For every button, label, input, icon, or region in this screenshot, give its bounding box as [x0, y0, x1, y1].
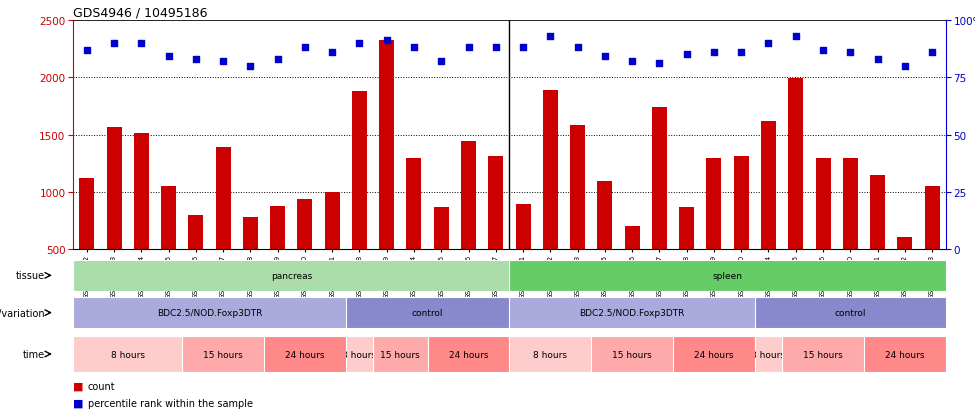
Point	[270, 56, 286, 63]
Bar	[297, 199, 312, 250]
Point	[815, 47, 831, 54]
Point	[215, 59, 231, 65]
Text: BDC2.5/NOD.Foxp3DTR: BDC2.5/NOD.Foxp3DTR	[157, 309, 262, 317]
Bar	[516, 204, 530, 250]
Point	[297, 45, 313, 52]
Text: percentile rank within the sample: percentile rank within the sample	[88, 398, 253, 408]
Text: control: control	[835, 309, 866, 317]
Text: pancreas: pancreas	[271, 271, 312, 280]
Point	[243, 63, 258, 70]
Bar	[270, 206, 285, 250]
Point	[842, 50, 858, 56]
Point	[79, 47, 95, 54]
Bar	[134, 134, 149, 250]
Text: 8 hours: 8 hours	[533, 350, 567, 358]
Point	[325, 50, 340, 56]
Point	[379, 38, 395, 45]
Text: 15 hours: 15 hours	[380, 350, 420, 358]
Point	[597, 54, 612, 61]
Point	[542, 33, 558, 40]
Text: 24 hours: 24 hours	[285, 350, 325, 358]
Point	[733, 50, 749, 56]
Point	[407, 45, 422, 52]
Bar	[788, 79, 803, 250]
Bar	[325, 192, 339, 250]
Text: count: count	[88, 381, 115, 391]
Point	[188, 56, 204, 63]
Bar	[407, 159, 421, 250]
Bar	[815, 158, 831, 250]
Point	[106, 40, 122, 47]
Point	[352, 40, 368, 47]
Bar	[243, 218, 257, 250]
Bar	[379, 41, 394, 250]
Point	[624, 59, 640, 65]
Point	[515, 45, 530, 52]
Bar	[188, 216, 204, 250]
Bar	[161, 187, 176, 250]
Point	[134, 40, 149, 47]
Bar	[215, 148, 231, 250]
Text: 15 hours: 15 hours	[612, 350, 652, 358]
Point	[161, 54, 176, 61]
Text: GDS4946 / 10495186: GDS4946 / 10495186	[73, 7, 208, 19]
Bar	[652, 108, 667, 250]
Point	[569, 45, 585, 52]
Bar	[897, 237, 913, 250]
Text: 24 hours: 24 hours	[694, 350, 734, 358]
Bar	[842, 158, 858, 250]
Bar	[461, 142, 476, 250]
Bar	[352, 92, 367, 250]
Text: 15 hours: 15 hours	[803, 350, 843, 358]
Point	[706, 50, 722, 56]
Bar	[570, 126, 585, 250]
Text: tissue: tissue	[17, 271, 45, 281]
Bar	[598, 181, 612, 250]
Bar	[488, 157, 503, 250]
Bar	[680, 207, 694, 250]
Point	[651, 61, 667, 67]
Text: control: control	[411, 309, 444, 317]
Text: 8 hours: 8 hours	[342, 350, 376, 358]
Bar	[924, 187, 940, 250]
Point	[924, 50, 940, 56]
Bar	[734, 157, 749, 250]
Bar	[761, 121, 776, 250]
Text: 8 hours: 8 hours	[111, 350, 144, 358]
Point	[897, 63, 913, 70]
Text: ■: ■	[73, 381, 84, 391]
Point	[760, 40, 776, 47]
Point	[679, 52, 694, 58]
Text: BDC2.5/NOD.Foxp3DTR: BDC2.5/NOD.Foxp3DTR	[579, 309, 684, 317]
Text: 24 hours: 24 hours	[448, 350, 488, 358]
Text: 8 hours: 8 hours	[752, 350, 786, 358]
Point	[788, 33, 803, 40]
Bar	[870, 176, 885, 250]
Text: time: time	[23, 349, 45, 359]
Point	[461, 45, 477, 52]
Point	[870, 56, 885, 63]
Bar	[106, 127, 122, 250]
Text: 15 hours: 15 hours	[203, 350, 243, 358]
Bar	[79, 179, 95, 250]
Bar	[707, 158, 722, 250]
Text: genotype/variation: genotype/variation	[0, 308, 45, 318]
Text: 24 hours: 24 hours	[885, 350, 924, 358]
Bar	[543, 90, 558, 250]
Bar	[625, 227, 640, 250]
Bar	[434, 207, 448, 250]
Text: spleen: spleen	[713, 271, 743, 280]
Text: ■: ■	[73, 398, 84, 408]
Point	[434, 59, 449, 65]
Point	[488, 45, 504, 52]
